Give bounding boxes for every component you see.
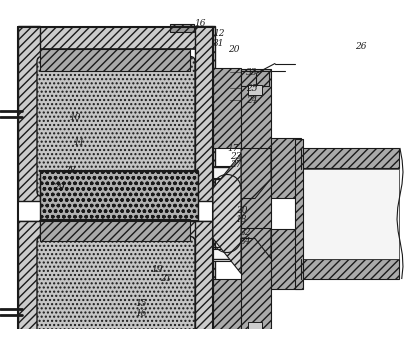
Bar [270,138,300,198]
Text: 28: 28 [63,166,75,175]
Text: 11: 11 [74,138,85,147]
Bar [170,24,193,32]
Bar [18,26,40,202]
Bar [270,229,300,288]
Text: 17: 17 [227,144,238,153]
Bar [213,68,240,149]
Text: 21: 21 [160,274,171,283]
Polygon shape [240,149,270,198]
Bar [40,219,189,240]
Text: 25: 25 [245,84,257,93]
Bar [18,26,213,49]
Bar [300,259,398,279]
Polygon shape [240,229,270,259]
Bar [213,248,240,261]
Text: 15: 15 [135,299,146,308]
FancyBboxPatch shape [37,57,195,196]
Text: 20: 20 [235,206,247,215]
Text: 33: 33 [245,68,257,77]
Text: 20: 20 [227,45,238,54]
Text: 16: 16 [135,308,146,318]
Bar [40,174,189,194]
Text: 34: 34 [239,237,251,246]
Bar [40,49,189,70]
FancyBboxPatch shape [37,237,195,347]
Bar [247,85,261,95]
Text: 29: 29 [53,183,65,192]
Text: 24: 24 [245,96,257,105]
Polygon shape [213,153,240,273]
Text: 18: 18 [235,215,247,225]
Bar [247,322,261,337]
Text: 32: 32 [239,228,251,237]
Bar [18,220,40,347]
Text: 31: 31 [213,39,224,48]
Bar [294,138,302,288]
Text: 12: 12 [213,29,224,39]
Text: 23: 23 [229,152,240,161]
Text: 26: 26 [354,42,365,51]
Text: 16: 16 [194,19,206,28]
Bar [195,26,214,202]
Bar [40,170,198,220]
Bar [240,68,270,347]
Text: 19: 19 [151,265,163,274]
Bar [195,220,214,347]
Bar [18,220,213,243]
Bar [240,70,268,85]
Bar [300,169,398,259]
Bar [240,337,268,347]
Text: 27: 27 [229,160,240,169]
Bar [213,279,240,347]
Bar [300,149,398,169]
Bar [213,167,240,178]
Text: 10: 10 [70,113,81,122]
